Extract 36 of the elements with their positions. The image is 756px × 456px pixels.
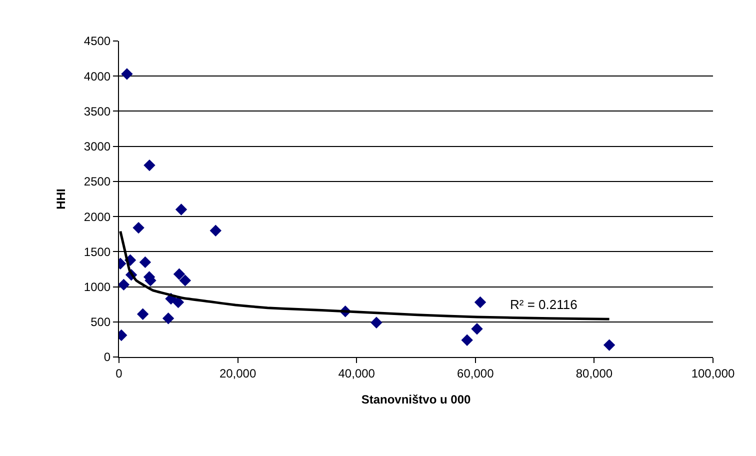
x-axis-title: Stanovništvo u 000 — [361, 392, 472, 406]
y-tick-label: 2000 — [84, 210, 111, 224]
y-tick-label: 0 — [104, 350, 111, 364]
y-tick-label: 4500 — [84, 34, 111, 48]
point — [179, 274, 192, 286]
point — [461, 334, 473, 346]
x-tick-label: 60,000 — [457, 366, 494, 380]
point — [175, 204, 188, 216]
point — [471, 323, 483, 335]
x-tick-label: 40,000 — [338, 366, 376, 380]
point — [173, 268, 186, 280]
point — [162, 312, 174, 324]
y-tick-label: 2500 — [84, 174, 111, 189]
annotation: R² = 0.2116 — [510, 297, 578, 312]
y-tick-label: 1000 — [84, 280, 111, 294]
x-tick-label: 80,000 — [576, 366, 613, 380]
point — [119, 278, 130, 291]
point — [172, 296, 184, 308]
point — [144, 159, 156, 172]
x-tick-label: 0 — [116, 366, 123, 380]
x-tick-label: 100,000 — [691, 366, 736, 380]
point — [139, 256, 152, 268]
point — [603, 339, 616, 351]
y-tick-label: 500 — [90, 315, 111, 330]
point — [474, 296, 486, 308]
y-tick-label: 1500 — [84, 244, 111, 259]
y-axis-title: HHI — [54, 188, 68, 210]
y-tick-label: 3500 — [84, 104, 111, 118]
x-tick-label: 20,000 — [219, 366, 256, 380]
y-tick-label: 3000 — [84, 140, 111, 154]
point — [121, 68, 133, 80]
point — [370, 316, 382, 328]
point — [136, 308, 149, 320]
point — [132, 222, 144, 234]
point — [210, 224, 222, 236]
y-tick-label: 4000 — [84, 69, 111, 84]
